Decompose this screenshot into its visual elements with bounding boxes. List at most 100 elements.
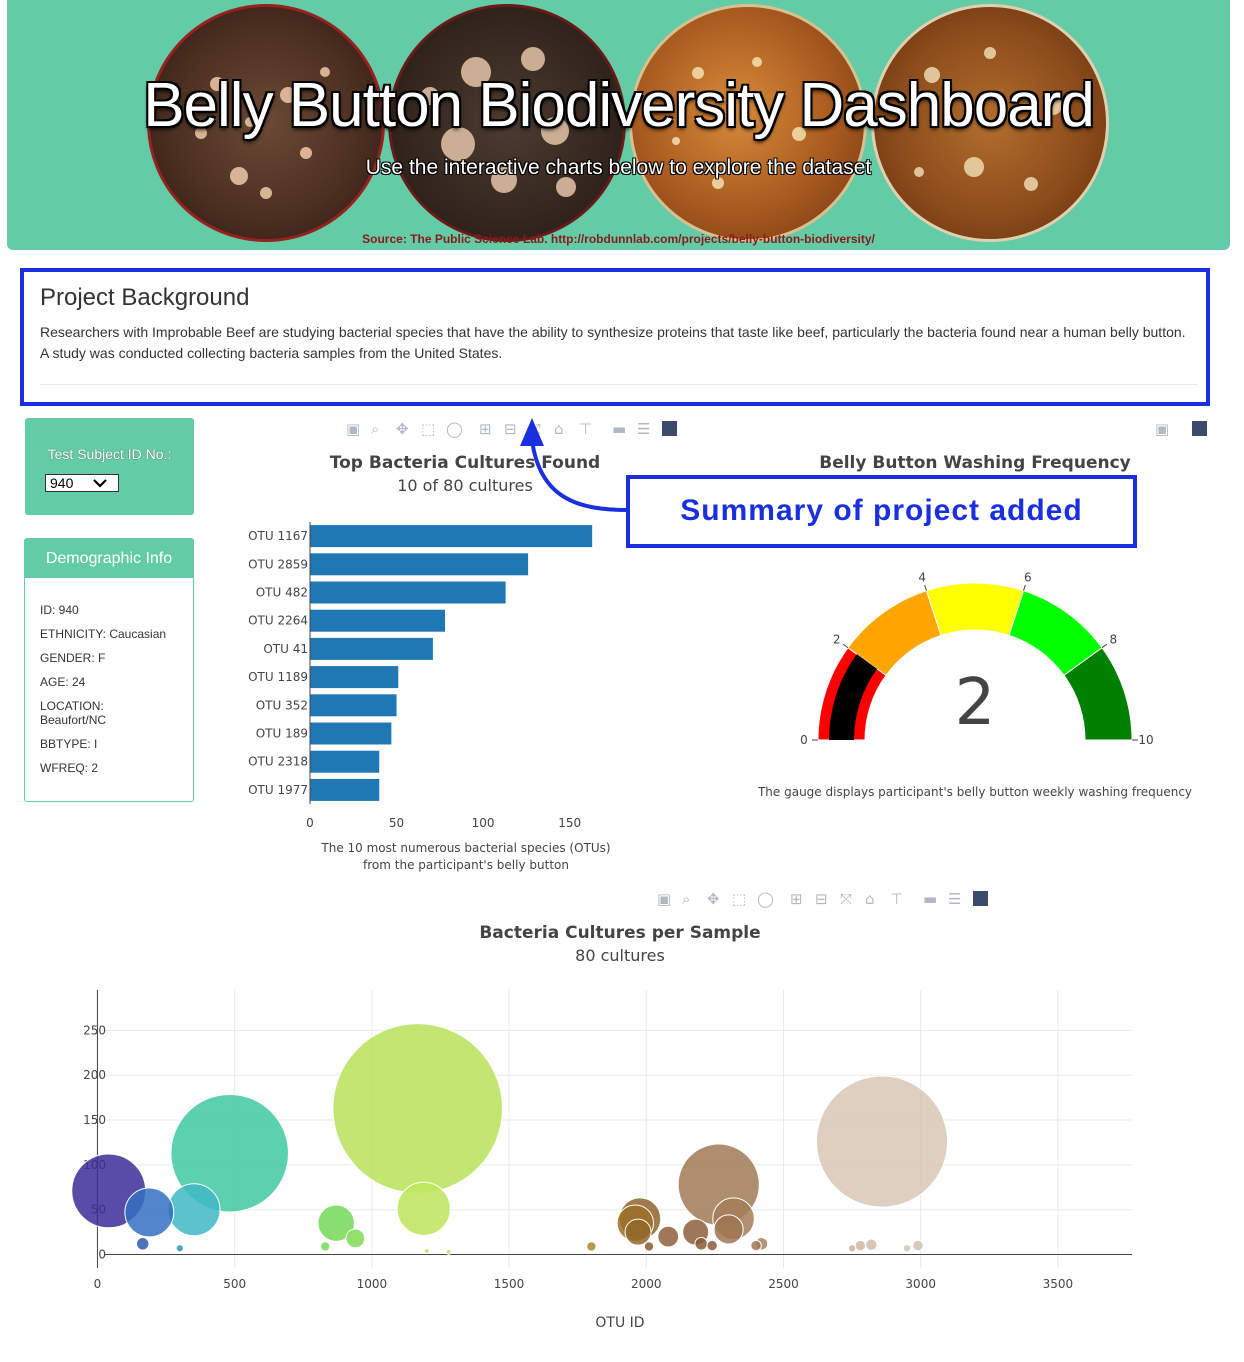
bar-category-label: OTU 352 bbox=[256, 698, 308, 712]
y-tick-label: 150 bbox=[83, 1113, 106, 1127]
demographic-row: WFREQ: 2 bbox=[40, 761, 99, 775]
bar bbox=[310, 581, 506, 604]
bar-category-label: OTU 1167 bbox=[248, 529, 308, 543]
spike-lines-icon[interactable]: ⊤ bbox=[579, 420, 592, 438]
project-background-text: Researchers with Improbable Beef are stu… bbox=[40, 324, 1186, 361]
source-credit: Source: The Public Science Lab. http://r… bbox=[362, 232, 875, 246]
bubble bbox=[912, 1239, 924, 1252]
gauge-step bbox=[925, 582, 1025, 637]
bar bbox=[310, 637, 433, 660]
bubble bbox=[847, 1244, 857, 1253]
bubble bbox=[345, 1228, 366, 1249]
bar-chart-caption: from the participant's belly button bbox=[363, 858, 569, 872]
bar-category-label: OTU 2859 bbox=[248, 557, 308, 571]
hover-compare-icon[interactable]: ☰ bbox=[637, 420, 650, 438]
gauge-tick-label: 2 bbox=[833, 632, 841, 646]
demographic-row: LOCATION: Beaufort/NC bbox=[40, 699, 107, 727]
demographic-row: ID: 940 bbox=[40, 603, 79, 617]
bubble bbox=[624, 1218, 652, 1246]
gauge-caption: The gauge displays participant's belly b… bbox=[757, 785, 1192, 799]
zoom-icon[interactable]: ⌕ bbox=[682, 890, 690, 908]
hover-compare-icon[interactable]: ☰ bbox=[948, 890, 961, 908]
bubble bbox=[854, 1239, 867, 1252]
hover-closest-icon[interactable]: ▬ bbox=[923, 890, 937, 908]
reset-axes-icon[interactable]: ⌂ bbox=[865, 890, 875, 908]
bar-chart-subtitle: 10 of 80 cultures bbox=[397, 476, 533, 495]
bar-category-label: OTU 2264 bbox=[248, 614, 308, 628]
x-tick-label: 2000 bbox=[631, 1277, 662, 1291]
x-tick-label: 0 bbox=[306, 816, 314, 830]
bar bbox=[310, 666, 399, 689]
gauge-tick bbox=[1101, 643, 1108, 649]
bubble bbox=[657, 1225, 680, 1248]
pan-icon[interactable]: ✥ bbox=[396, 420, 409, 438]
subject-selector-label: Test Subject ID No.: bbox=[47, 446, 172, 462]
bar bbox=[310, 778, 380, 801]
reset-axes-icon[interactable]: ⌂ bbox=[554, 420, 564, 438]
bar-chart-caption: The 10 most numerous bacterial species (… bbox=[320, 841, 610, 855]
bar bbox=[310, 694, 397, 717]
camera-icon[interactable]: ▣ bbox=[346, 420, 360, 438]
bubble bbox=[713, 1214, 744, 1245]
bubble bbox=[170, 1093, 289, 1213]
hover-closest-icon[interactable]: ▬ bbox=[612, 420, 626, 438]
x-tick-label: 2500 bbox=[768, 1277, 799, 1291]
zoom-out-icon[interactable]: ⊟ bbox=[504, 420, 517, 438]
zoom-in-icon[interactable]: ⊞ bbox=[790, 890, 803, 908]
bubble bbox=[167, 1183, 221, 1237]
bubble bbox=[865, 1238, 878, 1251]
zoom-in-icon[interactable]: ⊞ bbox=[479, 420, 492, 438]
plotly-logo-icon[interactable] bbox=[662, 421, 677, 436]
page-title: Belly Button Biodiversity Dashboard bbox=[143, 71, 1095, 140]
petri-dish-image bbox=[871, 4, 1109, 242]
bacteria-bubble-chart: ▣ ⌕ ✥ ⬚ ◯ ⊞ ⊟ ⤧ ⌂ ⊤ ▬ ☰ Bacteria Cultures per Sampl… bbox=[71, 890, 1132, 1331]
camera-icon[interactable]: ▣ bbox=[657, 890, 671, 908]
lasso-icon[interactable]: ◯ bbox=[757, 890, 774, 908]
bubble-chart-xlabel: OTU ID bbox=[595, 1315, 644, 1331]
bar bbox=[310, 750, 380, 773]
lasso-icon[interactable]: ◯ bbox=[446, 420, 463, 438]
plotly-logo-icon[interactable] bbox=[1192, 421, 1207, 436]
box-select-icon[interactable]: ⬚ bbox=[732, 890, 746, 908]
bubble bbox=[423, 1247, 430, 1254]
spike-lines-icon[interactable]: ⊤ bbox=[890, 890, 903, 908]
x-tick-label: 500 bbox=[223, 1277, 246, 1291]
bar bbox=[310, 722, 392, 745]
bar-chart-title: Top Bacteria Cultures Found bbox=[330, 453, 600, 473]
demographic-row: AGE: 24 bbox=[40, 675, 86, 689]
annotation-arrow bbox=[520, 418, 629, 512]
gauge-tick-label: 10 bbox=[1138, 733, 1153, 747]
washing-frequency-gauge: ▣ Belly Button Washing Frequency 0 2 4 6 8 10… bbox=[757, 420, 1207, 799]
project-background-panel: Project Background Researchers with Impr… bbox=[20, 268, 1210, 406]
zoom-out-icon[interactable]: ⊟ bbox=[815, 890, 828, 908]
bar bbox=[310, 553, 529, 576]
bubble bbox=[750, 1239, 762, 1252]
demographic-info-title: Demographic Info bbox=[25, 539, 193, 578]
bubble bbox=[317, 1204, 355, 1242]
y-tick-label: 250 bbox=[83, 1023, 106, 1037]
gauge-value: 2 bbox=[955, 666, 996, 740]
demographic-row: ETHNICITY: Caucasian bbox=[40, 627, 167, 641]
pan-icon[interactable]: ✥ bbox=[707, 890, 720, 908]
bubble-chart-subtitle: 80 cultures bbox=[575, 946, 665, 965]
bubble-chart-title: Bacteria Cultures per Sample bbox=[479, 923, 760, 943]
x-tick-label: 1500 bbox=[494, 1277, 525, 1291]
zoom-icon[interactable]: ⌕ bbox=[371, 420, 379, 438]
camera-icon[interactable]: ▣ bbox=[1155, 420, 1169, 438]
plotly-logo-icon[interactable] bbox=[973, 891, 988, 906]
box-select-icon[interactable]: ⬚ bbox=[421, 420, 435, 438]
bar-category-label: OTU 482 bbox=[256, 586, 308, 600]
subject-selector-panel: Test Subject ID No.: 940 bbox=[25, 418, 194, 515]
bar-category-label: OTU 1189 bbox=[248, 670, 308, 684]
autoscale-icon[interactable]: ⤧ bbox=[840, 890, 852, 908]
subject-id-select[interactable]: 940 bbox=[45, 474, 119, 492]
gauge-tick-label: 0 bbox=[800, 733, 808, 747]
demographic-row: GENDER: F bbox=[40, 651, 106, 665]
gauge-tick bbox=[1023, 584, 1026, 591]
x-tick-label: 0 bbox=[94, 1277, 102, 1291]
bubble bbox=[706, 1239, 718, 1252]
divider bbox=[40, 384, 1198, 385]
annotation-callout: Summary of project added bbox=[626, 475, 1137, 548]
bar-category-label: OTU 189 bbox=[256, 727, 308, 741]
page-subtitle: Use the interactive charts below to expl… bbox=[365, 156, 872, 179]
